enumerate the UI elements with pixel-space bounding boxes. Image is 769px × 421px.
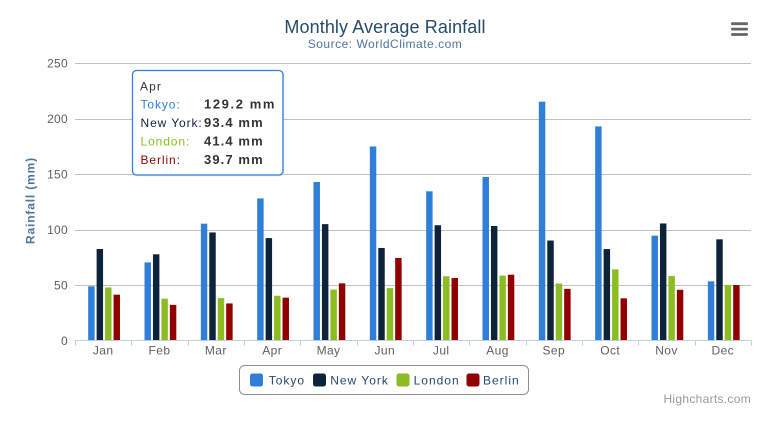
svg-text:London: London xyxy=(414,373,460,387)
svg-text:Source: WorldClimate.com: Source: WorldClimate.com xyxy=(308,37,463,51)
svg-text:100: 100 xyxy=(47,223,68,237)
svg-text:Oct: Oct xyxy=(600,344,620,358)
svg-text:Apr: Apr xyxy=(262,344,282,358)
svg-text:Sep: Sep xyxy=(543,344,566,358)
svg-text:Tokyo:: Tokyo: xyxy=(141,98,181,112)
svg-text:0: 0 xyxy=(61,334,68,348)
svg-text:50: 50 xyxy=(54,278,68,292)
svg-text:250: 250 xyxy=(47,57,68,71)
svg-text:Berlin:: Berlin: xyxy=(141,153,181,167)
svg-text:New York:: New York: xyxy=(141,116,203,130)
svg-text:Nov: Nov xyxy=(655,344,678,358)
svg-text:Mar: Mar xyxy=(205,344,227,358)
svg-text:Rainfall (mm): Rainfall (mm) xyxy=(24,157,38,244)
svg-text:129.2 mm: 129.2 mm xyxy=(204,97,276,112)
svg-text:Highcharts.com: Highcharts.com xyxy=(663,392,751,406)
svg-text:Aug: Aug xyxy=(486,344,509,358)
svg-text:Jul: Jul xyxy=(433,344,450,358)
svg-text:Feb: Feb xyxy=(149,344,171,358)
svg-text:41.4 mm: 41.4 mm xyxy=(204,133,264,148)
svg-text:93.4 mm: 93.4 mm xyxy=(204,115,264,130)
svg-text:Apr: Apr xyxy=(140,79,162,93)
svg-text:150: 150 xyxy=(47,168,68,182)
svg-text:Berlin: Berlin xyxy=(483,373,520,387)
svg-text:200: 200 xyxy=(47,112,68,126)
svg-text:Tokyo: Tokyo xyxy=(269,373,305,387)
svg-text:New York: New York xyxy=(330,373,389,387)
svg-text:Jan: Jan xyxy=(93,344,114,358)
svg-text:May: May xyxy=(317,344,341,358)
svg-text:Dec: Dec xyxy=(712,344,735,358)
svg-text:39.7 mm: 39.7 mm xyxy=(204,152,264,167)
svg-text:Jun: Jun xyxy=(375,344,396,358)
svg-text:London:: London: xyxy=(141,134,191,148)
svg-text:Monthly Average Rainfall: Monthly Average Rainfall xyxy=(284,17,485,37)
